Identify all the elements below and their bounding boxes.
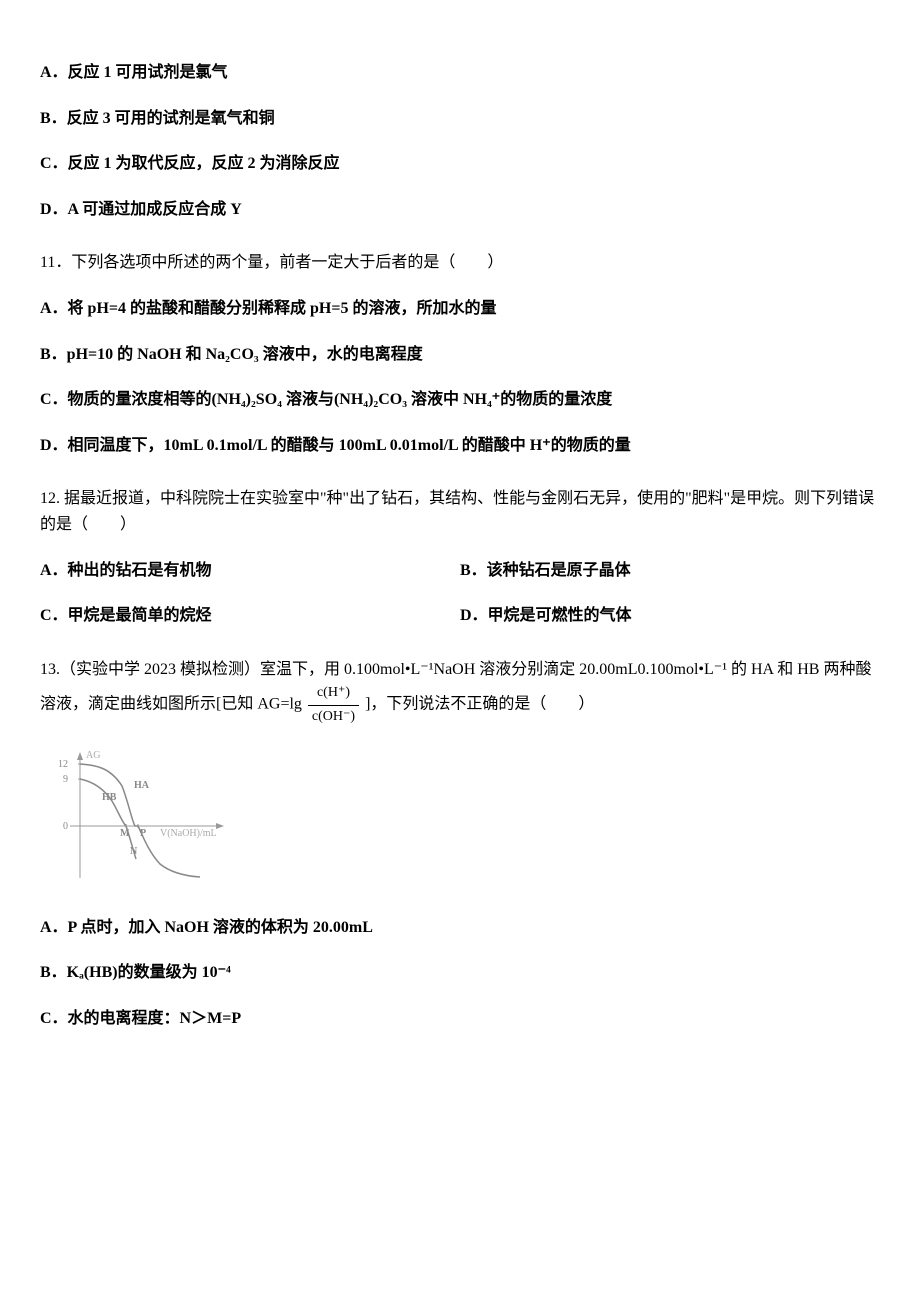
q13-frac-numerator: c(H⁺) — [308, 682, 359, 705]
point-p-label: P — [140, 828, 146, 839]
hb-label: HB — [102, 792, 117, 803]
q10-option-b: B．反应 3 可用的试剂是氧气和铜 — [40, 106, 880, 132]
q13-frac-denominator: c(OH⁻) — [308, 706, 359, 728]
y-tick-label: 12 — [58, 759, 68, 770]
q11-option-a: A．将 pH=4 的盐酸和醋酸分别稀释成 pH=5 的溶液，所加水的量 — [40, 296, 880, 322]
q13-option-b: B．Kₐ(HB)的数量级为 10⁻⁴ — [40, 960, 880, 986]
y-tick-label: 0 — [63, 821, 68, 832]
q13-option-a: A．P 点时，加入 NaOH 溶液的体积为 20.00mL — [40, 915, 880, 941]
ha-label: HA — [134, 780, 150, 791]
q11-option-b: B．pH=10 的 NaOH 和 Na₂CO₃ 溶液中，水的电离程度 — [40, 342, 880, 368]
q11-option-c: C．物质的量浓度相等的(NH₄)₂SO₄ 溶液与(NH₄)₂CO₃ 溶液中 NH… — [40, 387, 880, 413]
q12-option-a: A．种出的钻石是有机物 — [40, 558, 460, 584]
y-axis-label: AG — [86, 750, 100, 761]
q11-stem: 11．下列各选项中所述的两个量，前者一定大于后者的是（ ） — [40, 250, 880, 276]
q12-option-d: D．甲烷是可燃性的气体 — [460, 603, 880, 629]
q12-option-b: B．该种钻石是原子晶体 — [460, 558, 880, 584]
y-axis-arrow-icon — [77, 752, 83, 760]
point-n-label: N — [130, 846, 138, 857]
point-m-label: M — [120, 828, 130, 839]
q12-stem: 12. 据最近报道，中科院院士在实验室中"种"出了钻石，其结构、性能与金刚石无异… — [40, 486, 880, 537]
q13-stem-suffix: ]，下列说法不正确的是（ ） — [365, 696, 594, 713]
x-axis-label: V(NaOH)/mL — [160, 828, 217, 839]
q10-option-a: A．反应 1 可用试剂是氯气 — [40, 60, 880, 86]
q12-option-c: C．甲烷是最简单的烷烃 — [40, 603, 460, 629]
q13-option-c: C．水的电离程度：N＞M=P — [40, 1006, 880, 1032]
q10-option-c: C．反应 1 为取代反应，反应 2 为消除反应 — [40, 151, 880, 177]
q13-fraction: c(H⁺) c(OH⁻) — [308, 682, 359, 728]
x-axis-arrow-icon — [216, 823, 224, 829]
titration-chart: 12 9 0 AG V(NaOH)/mL HA HB M P N — [40, 746, 880, 895]
q10-option-d: D．A 可通过加成反应合成 Y — [40, 197, 880, 223]
y-tick-label: 9 — [63, 774, 68, 785]
q13-stem: 13.（实验中学 2023 模拟检测）室温下，用 0.100mol•L⁻¹NaO… — [40, 657, 880, 728]
q11-option-d: D．相同温度下，10mL 0.1mol/L 的醋酸与 100mL 0.01mol… — [40, 433, 880, 459]
